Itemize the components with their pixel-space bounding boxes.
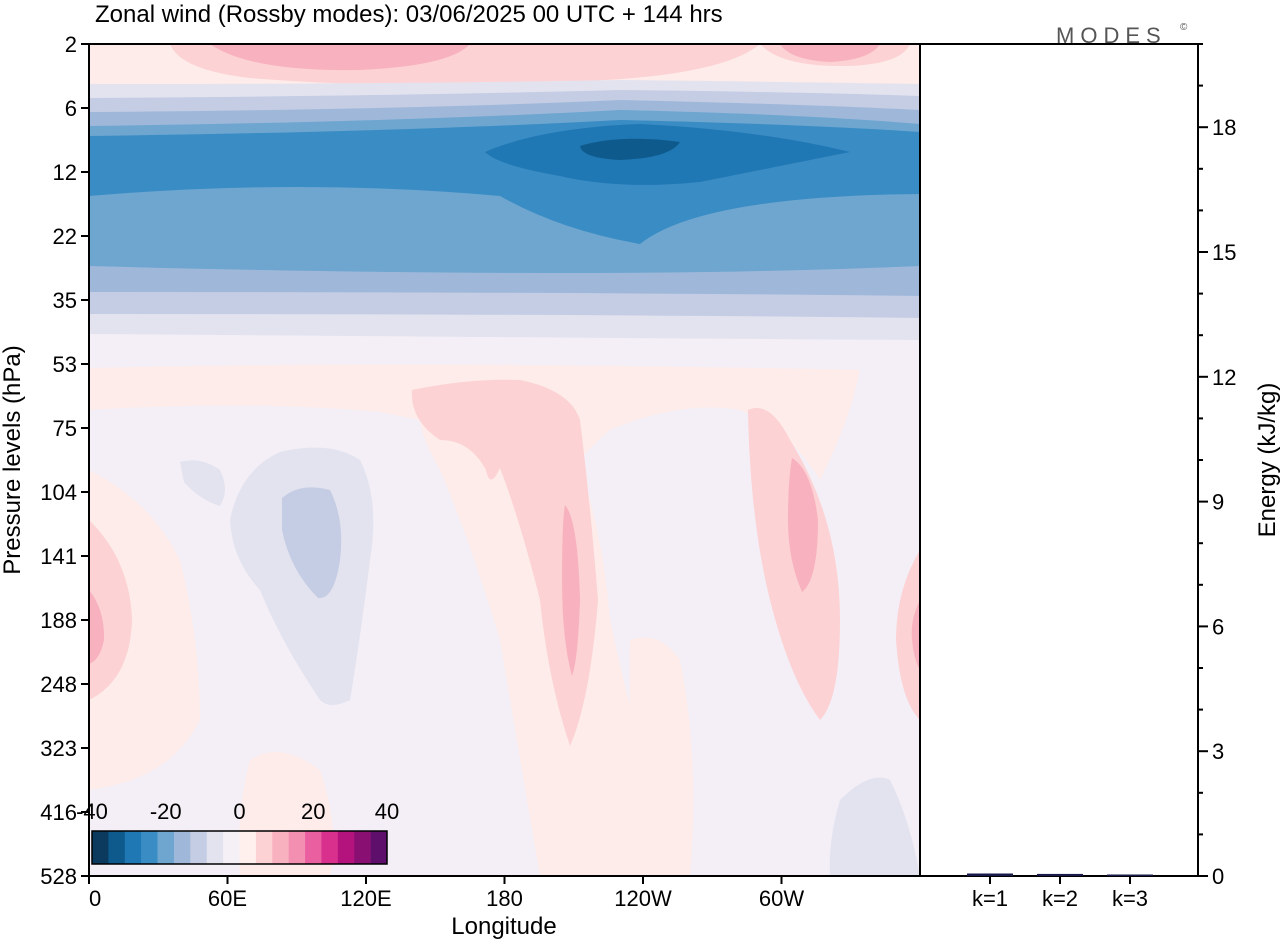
y-tick-label: 2	[65, 32, 77, 57]
colorbar-swatch	[354, 831, 371, 864]
energy-tick-label: 3	[1212, 739, 1224, 764]
energy-bar	[1107, 874, 1153, 876]
easterly-weak-a-core	[282, 487, 342, 599]
energy-bar	[967, 873, 1013, 876]
y-tick-label: 53	[53, 352, 77, 377]
easterly-jet-core	[580, 138, 680, 160]
colorbar-frame	[91, 830, 388, 865]
y-tick-label: 188	[40, 608, 77, 633]
energy-tick-label: 9	[1212, 490, 1224, 515]
colorbar-swatch	[223, 831, 240, 864]
energy-tick-label: 18	[1212, 115, 1236, 140]
energy-category-label: k=2	[1042, 886, 1078, 911]
energy-tick-label: 0	[1212, 864, 1224, 889]
westerly-plume-c	[629, 637, 694, 876]
colorbar-swatch	[321, 831, 339, 864]
x-tick-label: 60W	[759, 886, 804, 911]
y-tick-label: 528	[40, 864, 77, 889]
colorbar: -40 -20 0 20 40	[76, 799, 399, 865]
energy-axis: 0 3 6 9 12 15 18	[1198, 43, 1236, 889]
colorbar-swatch	[92, 831, 109, 864]
energy-tick-label: 6	[1212, 614, 1224, 639]
easterly-weak-c	[829, 777, 920, 876]
westerly-left-core	[89, 590, 105, 664]
y-tick-label: 248	[40, 672, 77, 697]
westerly-layer-lower	[89, 364, 860, 540]
pressure-axis: 2 6 12 22 35 53 75 104 141 188 248 323 416 528	[40, 32, 89, 889]
x-tick-label: 0	[89, 886, 101, 911]
easterly-weak-b	[180, 460, 225, 506]
westerly-left-mid	[89, 520, 132, 700]
colorbar-swatch	[337, 831, 355, 864]
colorbar-swatch	[173, 831, 191, 864]
westerly-top-core-2	[780, 44, 880, 62]
y-tick-label: 104	[40, 480, 77, 505]
y-tick-label: 6	[65, 96, 77, 121]
energy-panel-frame	[919, 43, 1199, 877]
y-tick-label: 416	[40, 800, 77, 825]
contour-field	[89, 44, 920, 876]
colorbar-swatch	[190, 831, 208, 864]
x-tick-label: 60E	[208, 886, 247, 911]
colorbar-swatch	[239, 831, 257, 864]
y-tick-label: 22	[53, 224, 77, 249]
colorbar-swatch	[288, 831, 306, 864]
westerly-plume-a-core	[562, 505, 580, 676]
easterly-band-6	[485, 124, 850, 185]
x-tick-label: 180	[486, 886, 523, 911]
colorbar-tick-label: 0	[233, 799, 245, 824]
longitude-axis: 0 60E 120E 180 120W 60W	[88, 876, 804, 911]
colorbar-swatch	[255, 831, 273, 864]
y-tick-label: 12	[53, 160, 77, 185]
westerly-plume-a-mid	[411, 379, 598, 746]
y-axis-label: Pressure levels (hPa)	[0, 345, 26, 574]
colorbar-tick-label: -40	[76, 799, 108, 824]
westerly-right-edge	[896, 550, 920, 720]
westerly-right-core	[911, 600, 920, 670]
energy-category-label: k=3	[1112, 886, 1148, 911]
x-axis-label: Longitude	[451, 913, 556, 940]
y-tick-label: 35	[53, 288, 77, 313]
energy-category-label: k=1	[972, 886, 1008, 911]
colorbar-tick-label: 40	[375, 799, 399, 824]
colorbar-swatch	[370, 831, 388, 864]
energy-bar	[1037, 873, 1083, 876]
colorbar-swatch	[305, 831, 322, 864]
y-tick-label: 141	[40, 544, 77, 569]
colorbar-tick-label: -20	[150, 799, 182, 824]
brand-mark: ©	[1180, 22, 1188, 33]
y-tick-label: 323	[40, 736, 77, 761]
colorbar-swatch	[272, 831, 289, 864]
westerly-top-core	[210, 44, 470, 71]
colorbar-swatch	[124, 831, 142, 864]
energy-tick-label: 15	[1212, 240, 1236, 265]
energy-tick-label: 12	[1212, 365, 1236, 390]
colorbar-swatch	[157, 831, 175, 864]
chart-title: Zonal wind (Rossby modes): 03/06/2025 00…	[95, 1, 723, 28]
colorbar-swatch	[206, 831, 224, 864]
colorbar-swatch	[108, 831, 126, 864]
energy-axis-label: Energy (kJ/kg)	[1254, 383, 1280, 538]
energy-bars: k=1 k=2 k=3	[967, 873, 1153, 911]
y-tick-label: 75	[53, 416, 77, 441]
westerly-plume-b-core	[788, 458, 818, 592]
x-tick-label: 120E	[340, 886, 391, 911]
x-tick-label: 120W	[614, 886, 672, 911]
colorbar-swatch	[141, 831, 158, 864]
westerly-left-edge	[89, 470, 200, 790]
colorbar-tick-label: 20	[301, 799, 325, 824]
